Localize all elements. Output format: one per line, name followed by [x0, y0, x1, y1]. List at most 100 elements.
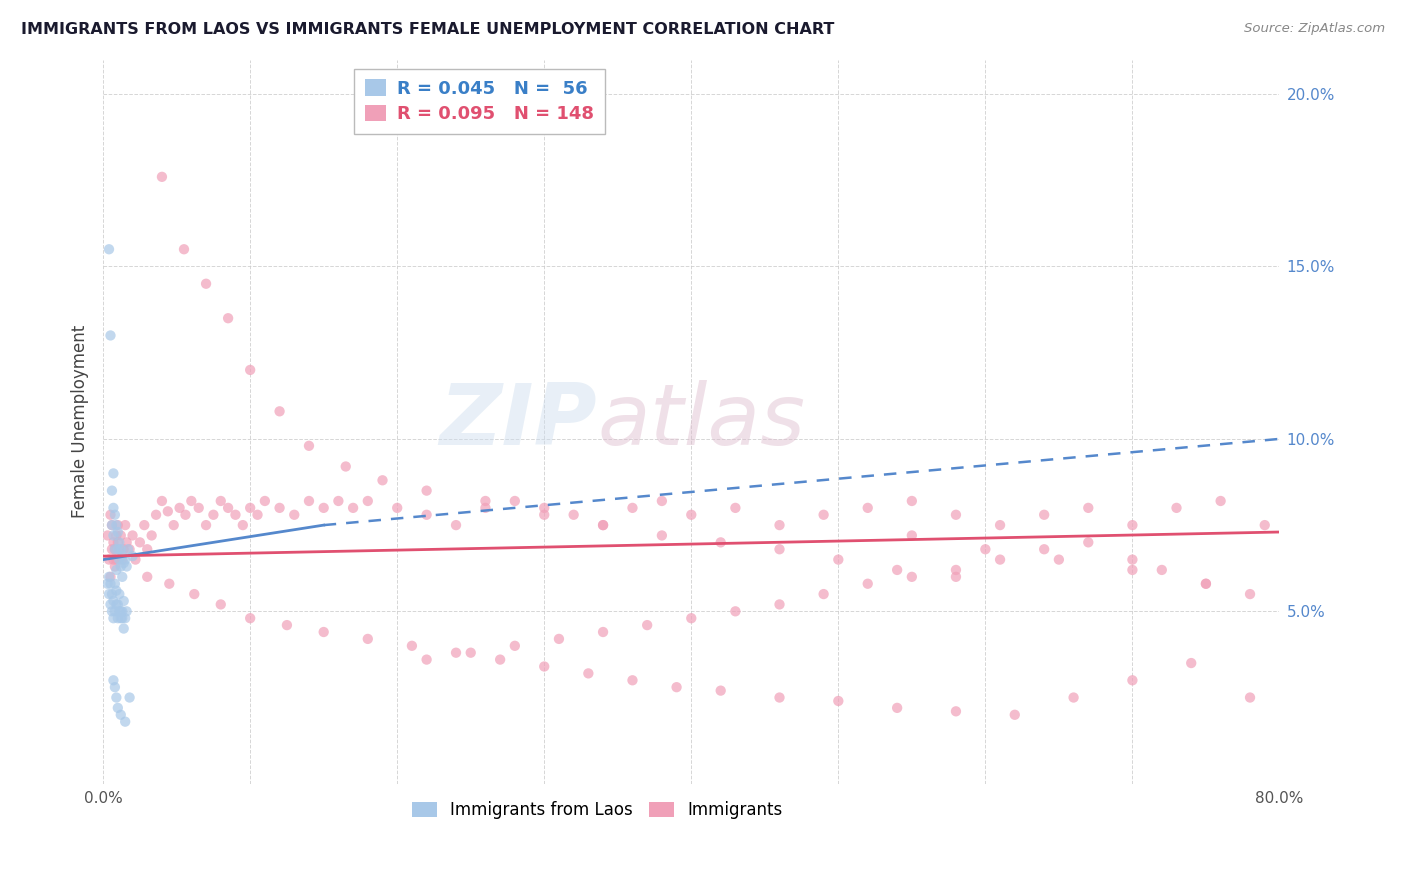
Point — [768, 598, 790, 612]
Point — [945, 508, 967, 522]
Point — [103, 535, 125, 549]
Point — [118, 542, 141, 557]
Point — [115, 604, 138, 618]
Point — [100, 328, 122, 343]
Point — [145, 508, 167, 522]
Point — [312, 625, 335, 640]
Point — [157, 576, 180, 591]
Point — [562, 508, 585, 522]
Point — [112, 594, 135, 608]
Point — [114, 518, 136, 533]
Point — [108, 587, 131, 601]
Point — [105, 598, 128, 612]
Point — [121, 528, 143, 542]
Y-axis label: Female Unemployment: Female Unemployment — [72, 325, 89, 518]
Point — [651, 528, 673, 542]
Point — [101, 604, 124, 618]
Point — [101, 587, 124, 601]
Point — [121, 549, 143, 563]
Point — [253, 494, 276, 508]
Point — [474, 500, 496, 515]
Point — [1209, 494, 1232, 508]
Point — [335, 459, 357, 474]
Point — [98, 552, 121, 566]
Point — [856, 500, 879, 515]
Point — [104, 576, 127, 591]
Point — [104, 508, 127, 522]
Point — [104, 542, 127, 557]
Point — [1239, 690, 1261, 705]
Point — [111, 552, 134, 566]
Text: atlas: atlas — [598, 380, 806, 463]
Point — [101, 542, 124, 557]
Point — [217, 500, 239, 515]
Point — [415, 652, 437, 666]
Point — [988, 518, 1011, 533]
Point — [141, 528, 163, 542]
Point — [533, 500, 555, 515]
Point — [107, 535, 129, 549]
Point — [118, 690, 141, 705]
Point — [387, 500, 409, 515]
Point — [548, 632, 571, 646]
Text: Source: ZipAtlas.com: Source: ZipAtlas.com — [1244, 22, 1385, 36]
Point — [103, 594, 125, 608]
Point — [945, 570, 967, 584]
Point — [945, 563, 967, 577]
Text: ZIP: ZIP — [440, 380, 598, 463]
Point — [100, 570, 122, 584]
Point — [195, 277, 218, 291]
Point — [357, 632, 380, 646]
Point — [681, 611, 703, 625]
Point — [100, 576, 122, 591]
Point — [112, 622, 135, 636]
Point — [111, 549, 134, 563]
Point — [246, 508, 269, 522]
Point — [269, 404, 291, 418]
Point — [105, 528, 128, 542]
Point — [103, 611, 125, 625]
Point — [104, 604, 127, 618]
Point — [444, 646, 467, 660]
Point — [239, 363, 262, 377]
Point — [298, 494, 321, 508]
Point — [173, 242, 195, 256]
Point — [681, 508, 703, 522]
Point — [110, 559, 132, 574]
Point — [533, 659, 555, 673]
Point — [768, 542, 790, 557]
Point — [636, 618, 658, 632]
Point — [1077, 535, 1099, 549]
Point — [1004, 707, 1026, 722]
Point — [110, 542, 132, 557]
Point — [103, 673, 125, 688]
Point — [108, 552, 131, 566]
Point — [98, 570, 121, 584]
Point — [1121, 563, 1143, 577]
Point — [107, 598, 129, 612]
Point — [901, 494, 924, 508]
Point — [827, 552, 849, 566]
Point — [357, 494, 380, 508]
Point — [103, 528, 125, 542]
Point — [104, 559, 127, 574]
Point — [1121, 552, 1143, 566]
Point — [415, 508, 437, 522]
Point — [107, 701, 129, 715]
Point — [180, 494, 202, 508]
Point — [592, 625, 614, 640]
Point — [174, 508, 197, 522]
Point — [239, 500, 262, 515]
Point — [533, 508, 555, 522]
Point — [107, 518, 129, 533]
Point — [111, 611, 134, 625]
Point — [444, 518, 467, 533]
Point — [101, 518, 124, 533]
Point — [1239, 587, 1261, 601]
Point — [621, 673, 644, 688]
Point — [105, 518, 128, 533]
Point — [169, 500, 191, 515]
Point — [592, 518, 614, 533]
Point — [886, 563, 908, 577]
Point — [401, 639, 423, 653]
